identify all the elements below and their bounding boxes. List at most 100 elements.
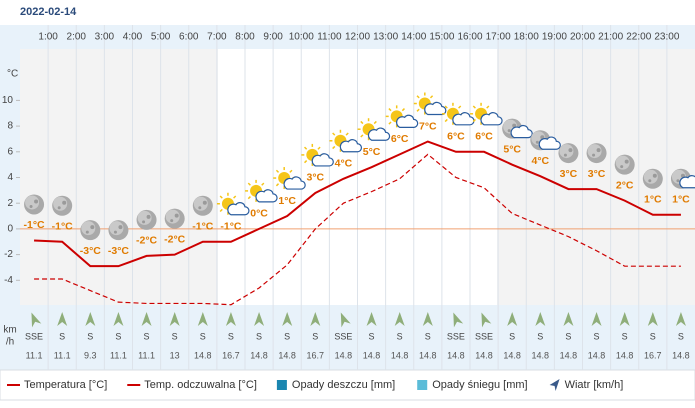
moon-light: [193, 196, 208, 211]
wind-direction: S: [622, 331, 628, 341]
temperature-label: 5°C: [503, 143, 521, 155]
sun-ray: [275, 169, 280, 173]
wind-speed: 14.8: [616, 350, 634, 360]
temperature-label: 3°C: [588, 168, 606, 180]
y-tick-label: -4: [4, 275, 13, 286]
temperature-label: -3°C: [80, 245, 102, 257]
weather-icon: [558, 143, 579, 164]
sun-ray: [219, 195, 223, 199]
weather-icon: [441, 102, 475, 126]
crater: [146, 214, 151, 219]
cloud: [679, 175, 695, 189]
sun-ray: [486, 105, 490, 109]
wind-speed: 14.8: [278, 350, 296, 360]
wind-direction: S: [144, 331, 150, 341]
temperature-label: 5°C: [363, 146, 381, 158]
weather-icon: [301, 143, 334, 167]
weather-icon: [192, 195, 213, 216]
wind-direction: S: [200, 331, 206, 341]
weather-icon: [385, 105, 419, 128]
x-tick-label: 18:00: [514, 32, 539, 43]
crater: [113, 230, 117, 234]
moon-light: [587, 144, 602, 159]
wind-direction: S: [425, 331, 431, 341]
wind-direction: S: [284, 331, 290, 341]
temperature-label: 4°C: [335, 158, 353, 170]
temperature-label: 3°C: [560, 168, 578, 180]
x-tick-label: 17:00: [486, 32, 511, 43]
y-tick-label: 2: [7, 198, 13, 209]
crater: [90, 225, 95, 230]
wind-direction: SSE: [475, 331, 493, 341]
temperature-label: -2°C: [164, 233, 186, 245]
crater: [648, 179, 652, 183]
y-tick-label: 4: [7, 172, 13, 183]
weather-icon: [245, 179, 278, 203]
temperature-label: 4°C: [532, 155, 550, 167]
wind-speed: 14.8: [588, 350, 606, 360]
sun-ray: [458, 105, 462, 109]
wind-arrow: [366, 312, 377, 326]
sun-ray: [388, 108, 392, 112]
wind-direction: S: [397, 331, 403, 341]
wind-arrow: [535, 312, 546, 326]
wind-direction: SSE: [334, 331, 352, 341]
x-tick-label: 6:00: [179, 32, 199, 43]
wind-speed: 14.8: [250, 350, 268, 360]
temperature-label: 7°C: [419, 120, 437, 132]
legend-label: Opady śniegu [mm]: [432, 379, 527, 391]
wind-arrow: [310, 312, 321, 326]
moon-light: [643, 169, 658, 184]
sun-ray: [416, 108, 420, 112]
cloud: [255, 189, 278, 203]
weather-icon: [502, 118, 533, 139]
temperature-label: 0°C: [250, 208, 268, 220]
legend-box: [0, 369, 695, 401]
wind-speed: 14.8: [532, 350, 550, 360]
weather-icon: [136, 209, 157, 230]
wind-direction: SSE: [25, 331, 43, 341]
wind-arrow: [507, 312, 518, 326]
x-tick-label: 22:00: [626, 32, 651, 43]
wind-arrow: [31, 312, 42, 328]
y-axis-label: °C: [7, 69, 18, 80]
y-tick-label: 8: [7, 121, 13, 132]
wind-arrow: [113, 312, 124, 326]
wind-direction: S: [228, 331, 234, 341]
sun-ray: [401, 108, 405, 112]
temperature-label: 6°C: [475, 131, 493, 143]
wind-arrow: [85, 312, 96, 326]
weather-icon: [329, 129, 363, 153]
wind-direction: S: [594, 331, 600, 341]
temperature-label: 6°C: [391, 133, 409, 145]
weather-icon: [642, 168, 663, 189]
moon-light: [53, 196, 68, 211]
x-tick-label: 7:00: [207, 32, 227, 43]
x-tick-label: 15:00: [429, 32, 454, 43]
weather-icon: [586, 143, 607, 164]
temperature-label: -1°C: [220, 221, 242, 233]
wind-direction: S: [678, 331, 684, 341]
wind-arrow: [57, 312, 68, 326]
wind-direction: S: [537, 331, 543, 341]
weather-icon: [216, 192, 250, 216]
cloud: [452, 112, 475, 126]
crater: [652, 173, 657, 178]
wind-speed: 11.1: [26, 350, 43, 360]
wind-arrow: [422, 312, 433, 326]
wind-direction: S: [565, 331, 571, 341]
sun-ray: [429, 95, 434, 99]
sun-ray: [444, 118, 448, 123]
x-tick-label: 2:00: [67, 32, 87, 43]
wind-unit: /h: [6, 337, 14, 348]
wind-direction: S: [59, 331, 65, 341]
wind-speed: 16.7: [307, 350, 325, 360]
sun-ray: [247, 196, 251, 200]
crater: [202, 200, 207, 205]
cloud: [227, 202, 250, 216]
crater: [535, 140, 539, 144]
x-tick-label: 21:00: [598, 32, 623, 43]
crater: [34, 199, 39, 204]
x-tick-label: 11:00: [317, 32, 342, 43]
